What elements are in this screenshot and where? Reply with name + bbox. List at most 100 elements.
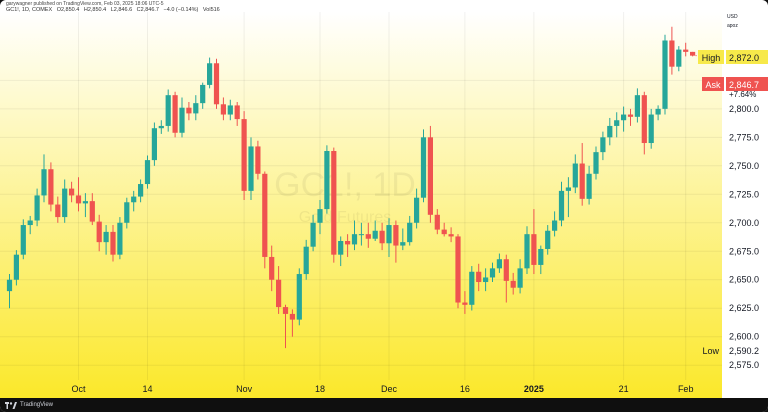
- candle-body: [579, 163, 585, 199]
- candle-body: [565, 187, 571, 191]
- watermark-symbol: GC1!, 1D: [274, 166, 416, 204]
- candle: [172, 91, 178, 138]
- candle-body: [172, 95, 178, 133]
- candle: [441, 222, 447, 237]
- candle: [372, 220, 378, 242]
- footer-bar: TradingView: [0, 398, 768, 412]
- candle: [165, 89, 171, 132]
- candle: [379, 222, 385, 251]
- tradingview-logo[interactable]: TradingView: [5, 401, 54, 409]
- candle: [338, 236, 344, 267]
- candle: [207, 57, 213, 89]
- candle: [489, 262, 496, 283]
- candle: [200, 82, 206, 109]
- candle-body: [496, 259, 502, 269]
- candle-body: [296, 274, 302, 320]
- candle: [517, 259, 523, 294]
- candle-body: [572, 163, 578, 188]
- ohlc-close: C2,846.7: [136, 7, 159, 13]
- candle-body: [34, 195, 40, 221]
- unit-label: apoz: [727, 23, 738, 29]
- candle-body: [400, 242, 406, 246]
- candle-body: [55, 204, 61, 218]
- candle: [579, 143, 585, 206]
- candle: [641, 91, 647, 155]
- candle: [614, 112, 620, 138]
- candle: [427, 125, 433, 223]
- candle-body: [165, 95, 171, 126]
- candle-body: [593, 152, 599, 174]
- candle-body: [503, 259, 509, 281]
- candle-body: [351, 234, 358, 245]
- candle-body: [469, 271, 475, 305]
- candle: [545, 225, 551, 255]
- candle: [13, 250, 19, 286]
- y-tick-label: 2,600.0: [729, 332, 759, 342]
- candle: [531, 209, 537, 275]
- candle-body: [365, 234, 371, 239]
- candle-body: [310, 222, 316, 247]
- candle: [524, 226, 530, 275]
- candle: [41, 154, 47, 203]
- candle: [20, 219, 26, 260]
- price-axis[interactable]: USD apoz 2,575.0 2,600.0 2,625.0 2,650.0 2,6…: [727, 14, 759, 370]
- candle-body: [690, 51, 696, 56]
- candle: [400, 228, 406, 251]
- candle: [648, 108, 654, 149]
- candle-body: [269, 256, 275, 280]
- candle-body: [386, 225, 392, 244]
- candle: [89, 193, 95, 226]
- ask-marker: Ask 2,846.7 +7.64%: [702, 77, 768, 99]
- candle: [469, 266, 475, 311]
- candle-body: [138, 184, 144, 197]
- candle: [607, 117, 613, 146]
- candle: [586, 165, 592, 205]
- ohlc-low: L2,846.6: [110, 7, 133, 13]
- candle: [496, 253, 502, 273]
- candle: [324, 145, 330, 214]
- candle-body: [48, 169, 54, 205]
- candle: [393, 220, 399, 263]
- candle: [82, 193, 88, 218]
- candle: [414, 188, 420, 229]
- candle-body: [117, 222, 123, 255]
- footer-brand: TradingView: [20, 402, 54, 408]
- y-tick-label: 2,725.0: [729, 189, 759, 199]
- candle: [676, 46, 682, 72]
- candle-body: [193, 103, 199, 114]
- ohlc-open: O2,850.4: [56, 7, 80, 13]
- candle-body: [255, 146, 261, 174]
- candle-body: [345, 241, 351, 245]
- candle-body: [213, 63, 220, 105]
- candle: [503, 254, 509, 303]
- candle-body: [151, 128, 157, 161]
- candle-body: [331, 150, 337, 255]
- candle-body: [186, 107, 192, 114]
- chart-header: garywagner published on TradingView.com,…: [6, 1, 223, 13]
- candle: [572, 154, 578, 194]
- candle-body: [627, 114, 634, 117]
- x-tick-label: 21: [619, 384, 629, 394]
- candle-body: [614, 120, 620, 126]
- low-label: Low: [702, 346, 719, 356]
- candle-body: [434, 214, 440, 230]
- candle: [510, 272, 516, 295]
- x-tick-label: Oct: [71, 384, 86, 394]
- ask-label: Ask: [705, 80, 721, 90]
- candle: [55, 196, 61, 223]
- candle: [669, 26, 675, 75]
- volume: Vol516: [202, 7, 220, 13]
- time-axis[interactable]: Oct 14 Nov 18 Dec 16 2025 21 Feb: [71, 384, 693, 394]
- candle-body: [379, 230, 385, 244]
- x-tick-label: 16: [460, 384, 470, 394]
- candle: [138, 179, 144, 203]
- candle-body: [20, 225, 26, 255]
- candle-body: [69, 188, 75, 196]
- candle: [179, 97, 185, 138]
- candle: [255, 140, 261, 180]
- candle: [462, 291, 468, 314]
- candle-body: [407, 222, 413, 243]
- candle: [655, 105, 661, 121]
